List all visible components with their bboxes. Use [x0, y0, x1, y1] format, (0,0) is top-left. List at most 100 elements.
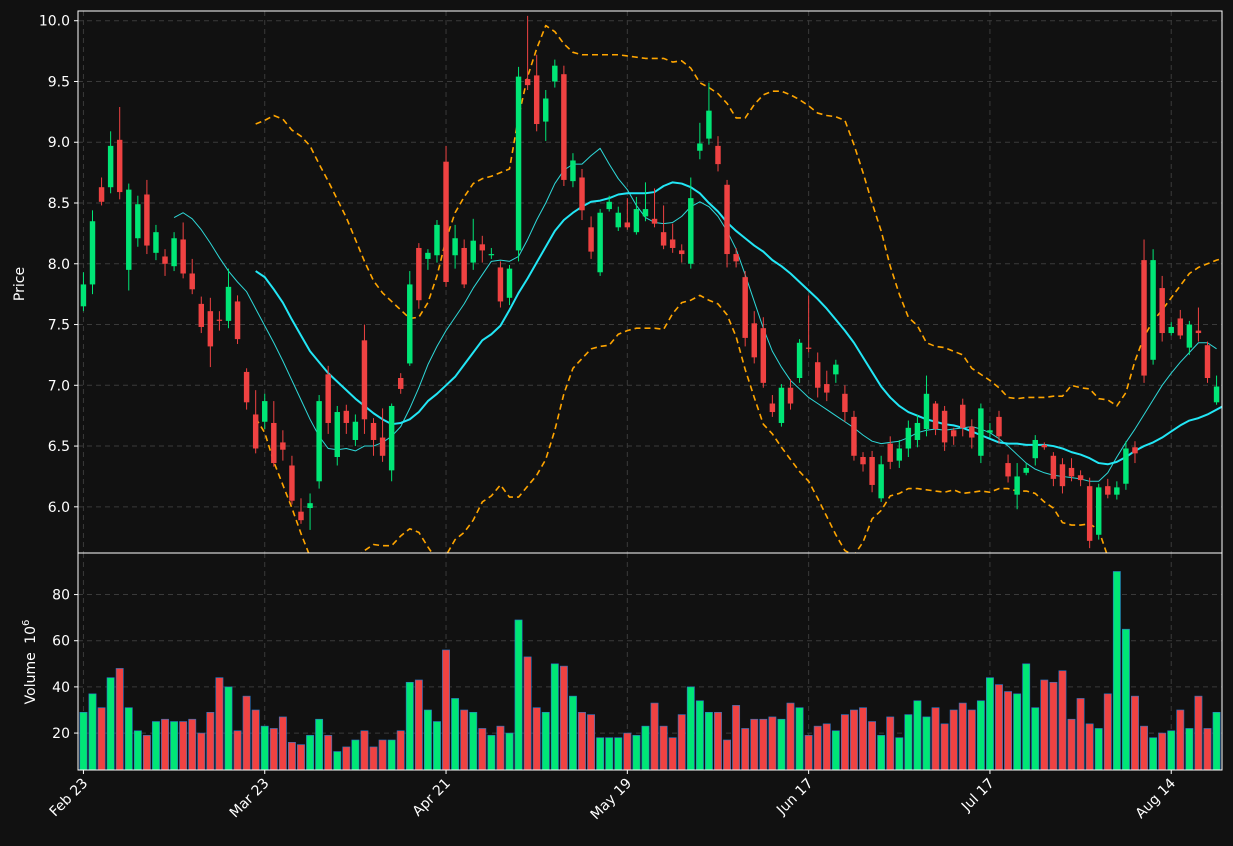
volume-panel-frame — [77, 552, 1223, 771]
candle-body — [216, 319, 223, 321]
candle-body — [1132, 447, 1138, 454]
volume-bar — [569, 695, 577, 770]
volume-bar — [396, 730, 405, 770]
candle-body — [751, 323, 757, 358]
volume-bar — [288, 741, 296, 770]
candle-body — [1086, 486, 1093, 541]
volume-bar — [360, 730, 369, 770]
volume-bar — [387, 739, 396, 770]
candle-body — [1168, 326, 1174, 334]
volume-bar — [505, 732, 514, 770]
candle-body — [1195, 330, 1202, 334]
candle-body — [334, 412, 340, 457]
candle-body — [343, 410, 350, 423]
volume-axis-unit: 10 — [23, 626, 39, 644]
candle-body — [787, 387, 794, 404]
candle-body — [742, 277, 748, 338]
volume-bar — [1076, 698, 1085, 770]
volume-bar — [913, 700, 922, 770]
candle-body — [651, 218, 658, 224]
candles — [80, 15, 1220, 549]
candle-body — [697, 143, 703, 151]
volume-bar — [1013, 693, 1022, 770]
candle-body — [561, 74, 567, 180]
candle-body — [869, 456, 875, 485]
price-tick-label: 8.0 — [48, 257, 70, 273]
candle-body — [289, 465, 295, 501]
candle-body — [1141, 260, 1147, 376]
candle-body — [1123, 448, 1129, 484]
volume-tick-label: 80 — [52, 588, 70, 604]
volume-bar — [659, 725, 668, 770]
volume-bar — [1194, 695, 1203, 770]
candle-body — [316, 401, 322, 482]
candle-body — [1204, 345, 1211, 379]
candle-body — [1186, 324, 1193, 348]
volume-bar — [260, 725, 269, 770]
volume-bar — [79, 711, 88, 770]
candle-body — [107, 145, 114, 188]
candle-body — [1032, 439, 1038, 459]
volume-bar — [1212, 711, 1221, 770]
volume-bar — [967, 709, 976, 770]
candle-body — [252, 414, 259, 449]
candle-body — [135, 204, 141, 239]
volume-bar — [405, 681, 414, 770]
candle-body — [760, 328, 767, 383]
volume-bar — [161, 718, 169, 770]
volume-bar — [206, 711, 215, 770]
price-tick-label: 10.0 — [39, 14, 70, 30]
volume-bar — [1121, 628, 1130, 770]
volume-bar — [315, 718, 324, 770]
candle-body — [579, 177, 585, 211]
volume-bar — [822, 723, 831, 770]
volume-bar — [306, 735, 314, 770]
candle-body — [642, 209, 649, 217]
volume-axis-unit-exponent: 6 — [21, 620, 32, 626]
volume-bar — [487, 735, 496, 770]
price-tick-label: 7.0 — [48, 378, 70, 394]
volume-bar — [97, 707, 106, 770]
volume-bar — [804, 735, 813, 770]
volume-bar — [976, 700, 985, 770]
volume-bar — [596, 737, 605, 770]
price-axis-label: Price — [12, 267, 28, 301]
candle-body — [615, 212, 621, 228]
candle-body — [887, 443, 893, 462]
volume-bar — [668, 737, 677, 770]
volume-bar — [768, 716, 777, 770]
candle-body — [778, 387, 785, 423]
candle-body — [996, 416, 1002, 437]
volume-bar — [623, 732, 632, 770]
candle-body — [416, 247, 422, 301]
volume-bar — [170, 721, 179, 770]
volume-bar — [197, 732, 206, 770]
candle-body — [1177, 318, 1184, 336]
volume-bar — [514, 619, 523, 770]
volume-bar — [297, 744, 305, 770]
price-tick-label: 7.5 — [48, 318, 70, 334]
volume-bar — [215, 677, 224, 770]
volume-bar — [1149, 737, 1158, 770]
candle-body — [769, 403, 776, 413]
volume-bar — [1058, 670, 1067, 770]
candle-body — [425, 252, 431, 259]
volume-bar — [632, 735, 641, 770]
candle-body — [370, 422, 377, 440]
candle-body — [669, 239, 676, 248]
volume-bar — [224, 686, 233, 770]
volume-bar — [686, 686, 695, 770]
candle-body — [407, 284, 413, 364]
volume-bar — [1103, 693, 1112, 770]
volume-bar — [759, 718, 768, 770]
volume-bar — [641, 725, 650, 770]
candle-body — [379, 437, 386, 456]
volume-bar — [986, 677, 994, 770]
volume-bar — [152, 721, 160, 770]
volume-bar — [777, 718, 786, 770]
candle-body — [497, 267, 504, 302]
volume-bar — [1140, 725, 1148, 770]
candle-body — [307, 503, 313, 509]
volume-bar — [922, 716, 931, 770]
